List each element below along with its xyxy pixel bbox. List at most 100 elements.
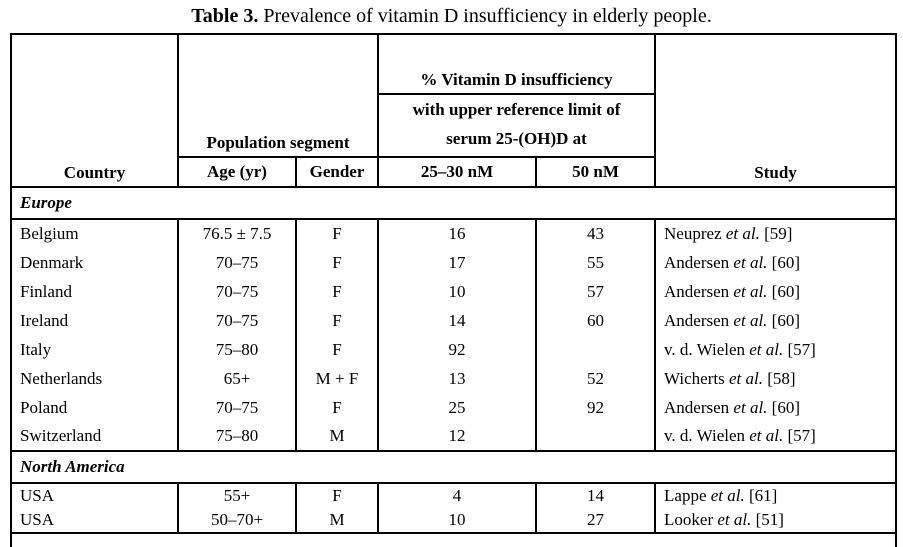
study-ref: [60] bbox=[771, 397, 800, 417]
study-etal: et al. bbox=[749, 426, 784, 445]
cell-country: Belgium bbox=[10, 219, 179, 248]
study-author: Looker bbox=[664, 510, 714, 529]
cell-country: Italy bbox=[10, 335, 179, 364]
header-age: Age (yr) bbox=[177, 157, 297, 188]
study-etal: et al. bbox=[733, 397, 768, 417]
cell-gender: F bbox=[295, 483, 379, 508]
header-population-segment: Population segment bbox=[177, 34, 379, 158]
cell-age: 65+ bbox=[177, 364, 297, 393]
study-author: v. d. Wielen bbox=[664, 339, 746, 359]
cell-country: Poland bbox=[10, 393, 179, 422]
study-etal: et al. bbox=[717, 510, 752, 529]
cell-pct-50: 27 bbox=[534, 508, 657, 533]
cell-pct-25-30: 4 bbox=[377, 483, 537, 508]
cell-country: USA bbox=[10, 483, 179, 508]
table-caption-text: Prevalence of vitamin D insufficiency in… bbox=[263, 5, 712, 27]
cell-gender: F bbox=[295, 335, 379, 364]
cell-study: Neuprez et al. [59] bbox=[654, 219, 898, 248]
table-row: Netherlands 65+ M + F 13 52 Wicherts et … bbox=[10, 364, 898, 393]
cell-age: 70–75 bbox=[177, 248, 297, 277]
cell-study: Andersen et al. [60] bbox=[654, 306, 898, 335]
cell-study: v. d. Wielen et al. [57] bbox=[654, 335, 898, 364]
cell-pct-25-30: 12 bbox=[377, 422, 537, 451]
cell-country: Netherlands bbox=[10, 364, 179, 393]
cell-pct-50: 92 bbox=[534, 393, 657, 422]
cell-pct-50: 55 bbox=[534, 248, 657, 277]
study-author: Andersen bbox=[664, 252, 730, 272]
cell-gender: F bbox=[295, 219, 379, 248]
cell-pct-50: 52 bbox=[534, 364, 657, 393]
cell-study: Lappe et al. [61] bbox=[654, 483, 898, 508]
cell-pct-50 bbox=[534, 335, 657, 364]
header-row-2: with upper reference limit of serum 25-(… bbox=[11, 94, 896, 158]
cell-country: USA bbox=[10, 508, 179, 533]
cell-pct-25-30: 25 bbox=[377, 393, 537, 422]
cell-study: Looker et al. [51] bbox=[654, 508, 898, 533]
study-author: v. d. Wielen bbox=[664, 426, 746, 445]
cell-study: Andersen et al. [60] bbox=[654, 248, 898, 277]
study-ref: [51] bbox=[755, 510, 784, 529]
header-country: Country bbox=[10, 34, 179, 187]
study-etal: et al. bbox=[725, 224, 760, 243]
study-author: Neuprez bbox=[664, 224, 722, 243]
cell-gender: F bbox=[295, 277, 379, 306]
section-label-north-america: North America bbox=[9, 450, 898, 484]
cell-study: Andersen et al. [60] bbox=[654, 393, 898, 422]
cell-age: 75–80 bbox=[177, 335, 297, 364]
study-etal: et al. bbox=[728, 368, 763, 388]
study-etal: et al. bbox=[733, 310, 768, 330]
cutoff-cell bbox=[9, 532, 898, 547]
table-row: Italy 75–80 F 92 v. d. Wielen et al. [57… bbox=[10, 335, 898, 364]
header-vitd-insufficiency: % Vitamin D insufficiency bbox=[376, 34, 657, 95]
cell-age: 75–80 bbox=[177, 422, 297, 451]
cell-age: 70–75 bbox=[177, 393, 297, 422]
table-continuation-cutoff bbox=[9, 532, 898, 547]
cell-gender: F bbox=[295, 393, 379, 422]
cell-age: 70–75 bbox=[177, 277, 297, 306]
study-author: Andersen bbox=[664, 397, 730, 417]
table-row: USA 50–70+ M 10 27 Looker et al. [51] bbox=[10, 508, 898, 533]
cell-age: 76.5 ± 7.5 bbox=[177, 219, 297, 248]
study-author: Andersen bbox=[664, 281, 730, 301]
study-ref: [60] bbox=[771, 310, 800, 330]
table-caption: Table 3. Prevalence of vitamin D insuffi… bbox=[0, 0, 903, 33]
cell-study: Andersen et al. [60] bbox=[654, 277, 898, 306]
cell-pct-50 bbox=[534, 422, 657, 451]
study-author: Andersen bbox=[664, 310, 730, 330]
cell-pct-25-30: 17 bbox=[377, 248, 537, 277]
cell-gender: M bbox=[295, 422, 379, 451]
header-row-1: Country Population segment % Vitamin D i… bbox=[10, 34, 898, 187]
header-row-3: Age (yr) Gender 25–30 nM 50 nM bbox=[11, 157, 896, 188]
cell-pct-25-30: 14 bbox=[377, 306, 537, 335]
header-vitd-line2a: with upper reference limit of bbox=[412, 100, 621, 119]
table-body: Europe Belgium 76.5 ± 7.5 F 16 43 Neupre… bbox=[9, 186, 898, 547]
study-author: Lappe bbox=[664, 486, 707, 505]
study-ref: [61] bbox=[749, 486, 778, 505]
section-row-europe: Europe bbox=[9, 186, 898, 220]
cell-age: 70–75 bbox=[177, 306, 297, 335]
table-row: USA 55+ F 4 14 Lappe et al. [61] bbox=[10, 483, 898, 508]
study-author: Wicherts bbox=[664, 368, 725, 388]
cell-gender: M bbox=[295, 508, 379, 533]
cell-age: 55+ bbox=[177, 483, 297, 508]
cell-pct-50: 60 bbox=[534, 306, 657, 335]
cell-country: Denmark bbox=[10, 248, 179, 277]
header-vitd-reference-limit: with upper reference limit of serum 25-(… bbox=[376, 94, 657, 158]
study-ref: [57] bbox=[787, 426, 816, 445]
cell-pct-50: 14 bbox=[534, 483, 657, 508]
study-ref: [60] bbox=[771, 281, 800, 301]
study-ref: [60] bbox=[771, 252, 800, 272]
header-gender: Gender bbox=[295, 157, 379, 188]
cell-pct-25-30: 10 bbox=[377, 508, 537, 533]
header-vitd-line2b: serum 25-(OH)D at bbox=[446, 129, 587, 148]
cell-age: 50–70+ bbox=[177, 508, 297, 533]
section-row-north-america: North America bbox=[9, 450, 898, 484]
vitamin-d-table: Country Population segment % Vitamin D i… bbox=[9, 33, 898, 547]
cell-country: Switzerland bbox=[10, 422, 179, 451]
table-row: Finland 70–75 F 10 57 Andersen et al. [6… bbox=[10, 277, 898, 306]
table-row: Switzerland 75–80 M 12 v. d. Wielen et a… bbox=[10, 422, 898, 451]
cell-study: v. d. Wielen et al. [57] bbox=[654, 422, 898, 451]
table-caption-label: Table 3. bbox=[191, 5, 259, 27]
section-label-europe: Europe bbox=[9, 186, 898, 220]
cell-pct-25-30: 10 bbox=[377, 277, 537, 306]
